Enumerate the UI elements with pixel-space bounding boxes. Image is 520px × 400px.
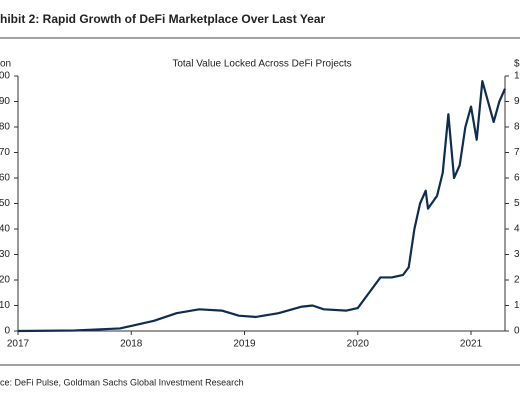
y-tick-label: 10	[0, 300, 10, 311]
y-tick-label: 80	[0, 122, 10, 133]
source: ce: DeFi Pulse, Goldman Sachs Global Inv…	[0, 377, 244, 387]
y2-tick-label: 20	[514, 275, 520, 286]
y2-tick-label: 60	[514, 173, 520, 184]
x-tick-label: 2019	[233, 339, 256, 350]
x-tick-label: 2017	[7, 339, 30, 350]
x-tick-label: 2018	[120, 339, 143, 350]
y2-tick-label: 50	[514, 198, 520, 209]
y2-tick-label: 90	[514, 96, 520, 107]
y-axis-label: on	[0, 59, 11, 70]
x-tick-label: 2021	[460, 339, 483, 350]
y2-tick-label: 70	[514, 147, 520, 158]
y-tick-label: 40	[0, 224, 10, 235]
y2-tick-label: 40	[514, 224, 520, 235]
data-line	[17, 80, 507, 333]
y-tick-label: 30	[0, 249, 10, 260]
y2-tick-label: 30	[514, 249, 520, 260]
y-tick-label: 50	[0, 198, 10, 209]
y-tick-label: 60	[0, 173, 10, 184]
chart-subtitle: Total Value Locked Across DeFi Projects	[172, 59, 351, 70]
y-tick-label: 70	[0, 147, 10, 158]
y2-tick-label: 80	[514, 122, 520, 133]
y2-tick-label: 0	[514, 326, 520, 337]
y-tick-label: 20	[0, 275, 10, 286]
x-tick-label: 2020	[347, 339, 370, 350]
y-tick-label: 100	[0, 71, 10, 82]
y2-tick-label: 10	[514, 300, 520, 311]
y2-axis-label: $	[514, 59, 520, 70]
y2-tick-label: 100	[514, 71, 520, 82]
y-tick-label: 0	[4, 326, 10, 337]
chart-title: hibit 2: Rapid Growth of DeFi Marketplac…	[0, 12, 326, 26]
y-tick-label: 90	[0, 96, 10, 107]
